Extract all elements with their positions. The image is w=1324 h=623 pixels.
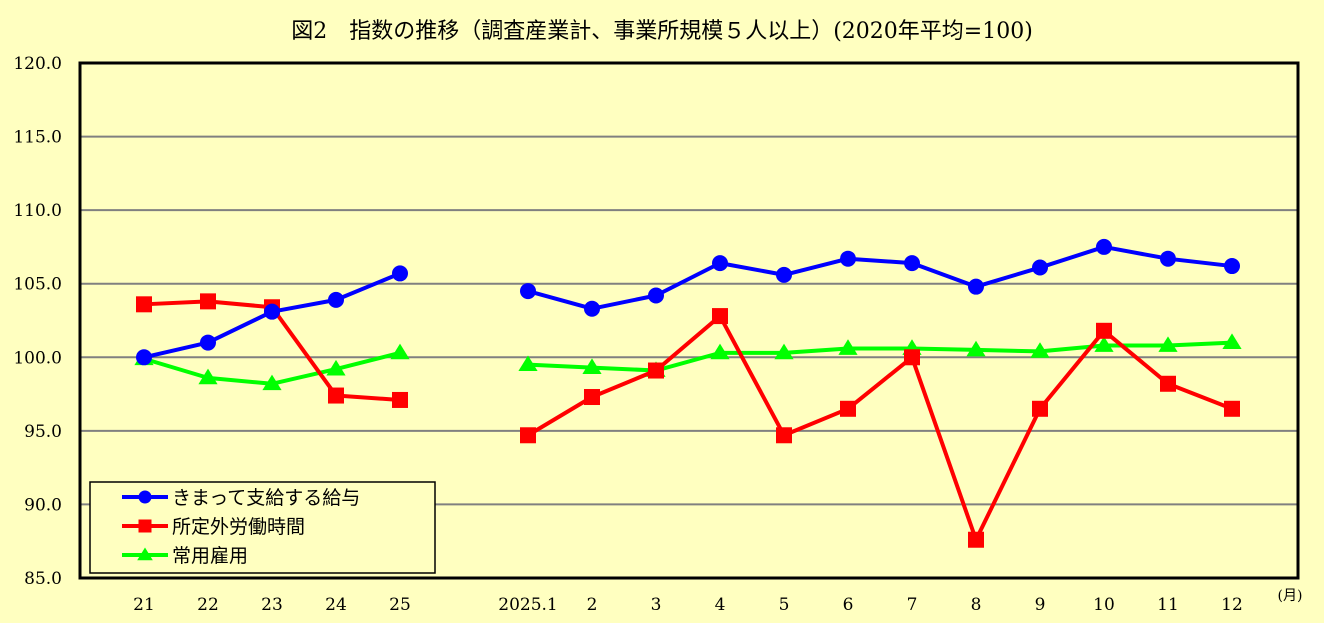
square-marker-icon bbox=[584, 389, 600, 406]
legend-item: 常用雇用 bbox=[122, 545, 248, 567]
x-tick-label: 8 bbox=[971, 595, 982, 615]
circle-marker-icon bbox=[138, 490, 152, 504]
circle-marker-icon bbox=[904, 255, 920, 272]
circle-marker-icon bbox=[776, 266, 792, 283]
triangle-marker-icon bbox=[582, 358, 602, 374]
triangle-marker-icon bbox=[1158, 336, 1178, 352]
y-tick-label: 100.0 bbox=[13, 348, 62, 368]
circle-marker-icon bbox=[392, 265, 408, 282]
triangle-marker-icon bbox=[198, 368, 218, 385]
square-marker-icon bbox=[1032, 400, 1048, 417]
x-unit-label: (月) bbox=[1278, 588, 1303, 604]
gridlines bbox=[80, 135, 1298, 506]
y-tick-label: 95.0 bbox=[24, 422, 62, 442]
circle-marker-icon bbox=[712, 255, 728, 272]
y-axis-ticks: 120.0 115.0 110.0 105.0 100.0 95.0 90.0 85.0 bbox=[13, 54, 62, 589]
series-line bbox=[527, 340, 1233, 373]
legend-label: 常用雇用 bbox=[172, 545, 248, 567]
square-marker-icon bbox=[840, 400, 856, 417]
y-tick-label: 90.0 bbox=[24, 495, 62, 515]
x-tick-label: 7 bbox=[907, 595, 918, 615]
x-tick-label: 21 bbox=[133, 595, 155, 615]
triangle-marker-icon bbox=[774, 343, 794, 360]
x-tick-label: 2025.1 bbox=[498, 595, 557, 615]
triangle-marker-icon bbox=[838, 339, 858, 355]
y-tick-label: 110.0 bbox=[13, 201, 62, 221]
y-tick-label: 115.0 bbox=[13, 128, 62, 148]
square-marker-icon bbox=[904, 349, 920, 366]
series-circle bbox=[136, 238, 1240, 366]
square-marker-icon bbox=[520, 427, 536, 444]
triangle-marker-icon bbox=[326, 359, 346, 376]
x-tick-label: 4 bbox=[715, 595, 726, 615]
legend-label: 所定外労働時間 bbox=[172, 516, 305, 538]
series-line bbox=[527, 244, 1233, 311]
triangle-marker-icon bbox=[137, 547, 153, 561]
triangle-marker-icon bbox=[1030, 342, 1050, 358]
legend-item: きまって支給する給与 bbox=[122, 487, 360, 509]
circle-marker-icon bbox=[264, 303, 280, 320]
x-tick-label: 11 bbox=[1157, 595, 1179, 615]
circle-marker-icon bbox=[584, 300, 600, 317]
x-tick-label: 22 bbox=[197, 595, 219, 615]
x-tick-label: 9 bbox=[1035, 595, 1046, 615]
circle-marker-icon bbox=[1032, 259, 1048, 276]
x-tick-label: 3 bbox=[651, 595, 662, 615]
square-marker-icon bbox=[648, 362, 664, 379]
triangle-marker-icon bbox=[518, 355, 538, 372]
x-tick-label: 25 bbox=[389, 595, 411, 615]
chart-title: 図2 指数の推移（調査産業計、事業所規模５人以上）(2020年平均=100) bbox=[291, 19, 1033, 44]
square-marker-icon bbox=[138, 519, 152, 533]
plot-frame bbox=[78, 61, 1300, 580]
circle-marker-icon bbox=[200, 334, 216, 351]
series-triangle bbox=[134, 333, 1242, 391]
square-marker-icon bbox=[776, 427, 792, 444]
y-tick-label: 85.0 bbox=[24, 569, 62, 589]
square-marker-icon bbox=[1096, 322, 1112, 339]
circle-marker-icon bbox=[328, 291, 344, 308]
square-marker-icon bbox=[1224, 400, 1240, 417]
circle-marker-icon bbox=[1160, 250, 1176, 267]
y-tick-label: 120.0 bbox=[13, 54, 62, 74]
x-tick-label: 12 bbox=[1221, 595, 1243, 615]
x-tick-label: 23 bbox=[261, 595, 283, 615]
circle-marker-icon bbox=[1224, 258, 1240, 275]
triangle-marker-icon bbox=[1222, 333, 1242, 349]
circle-marker-icon bbox=[1096, 238, 1112, 255]
square-marker-icon bbox=[200, 293, 216, 310]
triangle-marker-icon bbox=[390, 343, 410, 360]
circle-marker-icon bbox=[648, 287, 664, 304]
x-tick-label: 2 bbox=[587, 595, 598, 615]
square-marker-icon bbox=[328, 387, 344, 404]
square-marker-icon bbox=[1160, 375, 1176, 392]
circle-marker-icon bbox=[840, 250, 856, 267]
x-axis-ticks: 21 22 23 24 25 2025.1 2 3 4 5 6 7 8 9 10 11 12 bbox=[133, 595, 1243, 615]
series-line bbox=[526, 314, 1233, 542]
triangle-marker-icon bbox=[710, 343, 730, 360]
square-marker-icon bbox=[712, 308, 728, 325]
circle-marker-icon bbox=[520, 283, 536, 300]
square-marker-icon bbox=[136, 296, 152, 313]
x-tick-label: 10 bbox=[1093, 595, 1115, 615]
legend-label: きまって支給する給与 bbox=[172, 487, 360, 509]
series-lines bbox=[134, 238, 1242, 548]
triangle-marker-icon bbox=[262, 374, 282, 391]
circle-marker-icon bbox=[136, 349, 152, 366]
y-tick-label: 105.0 bbox=[13, 275, 62, 295]
x-tick-label: 6 bbox=[843, 595, 854, 615]
legend-item: 所定外労働時間 bbox=[122, 516, 305, 538]
circle-marker-icon bbox=[968, 278, 984, 295]
triangle-marker-icon bbox=[1094, 336, 1114, 352]
x-tick-label: 5 bbox=[779, 595, 790, 615]
square-marker-icon bbox=[392, 391, 408, 408]
x-tick-label: 24 bbox=[325, 595, 347, 615]
triangle-marker-icon bbox=[966, 340, 986, 357]
square-marker-icon bbox=[968, 531, 984, 548]
